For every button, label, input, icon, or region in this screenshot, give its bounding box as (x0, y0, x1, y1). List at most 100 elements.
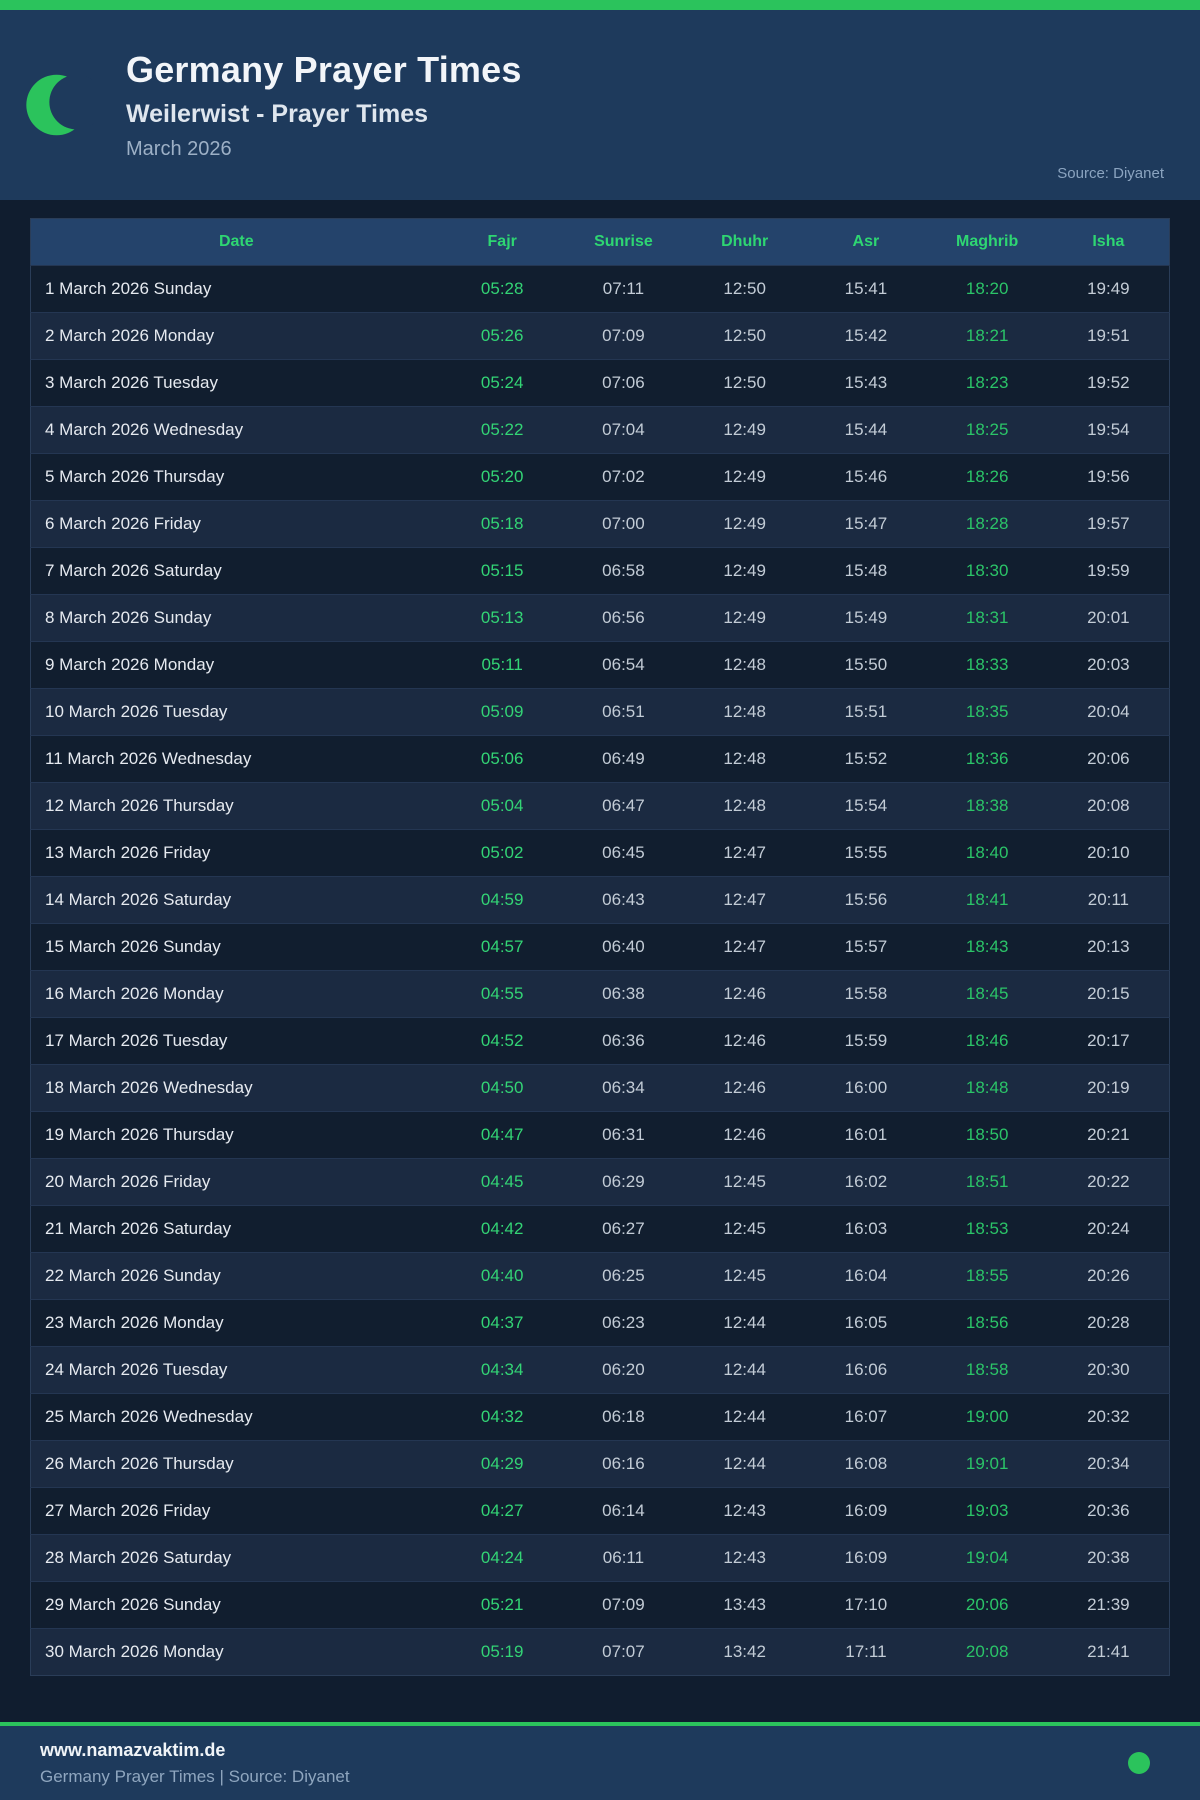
dhuhr-cell: 12:48 (723, 749, 766, 768)
table-header: Date Fajr Sunrise Dhuhr Asr Maghrib Isha (30, 218, 1170, 266)
dhuhr-cell: 12:50 (723, 326, 766, 345)
sunrise-cell: 06:51 (602, 702, 645, 721)
column-header-maghrib: Maghrib (926, 218, 1048, 266)
maghrib-cell: 18:45 (965, 984, 1009, 1003)
month-label: March 2026 (126, 138, 232, 160)
dhuhr-cell: 12:43 (723, 1548, 766, 1567)
table-row: 13 March 2026 Friday 05:02 06:45 12:47 15:55… (30, 829, 1170, 877)
table-body: 1 March 2026 Sunday 05:28 07:11 12:50 15:41 1… (30, 265, 1170, 1676)
isha-cell: 20:22 (1087, 1172, 1130, 1191)
sunrise-cell: 07:00 (602, 514, 645, 533)
isha-cell: 19:51 (1087, 326, 1130, 345)
date-cell: 1 March 2026 Sunday (45, 279, 212, 298)
table-row: 21 March 2026 Saturday 04:42 06:27 12:45 16:… (30, 1205, 1170, 1253)
dhuhr-cell: 12:49 (723, 608, 766, 627)
sunrise-cell: 06:20 (602, 1360, 645, 1379)
prayer-times-table: Date Fajr Sunrise Dhuhr Asr Maghrib Isha… (30, 218, 1170, 1676)
sunrise-cell: 06:43 (602, 890, 645, 909)
isha-cell: 19:52 (1087, 373, 1130, 392)
date-cell: 17 March 2026 Tuesday (45, 1031, 228, 1050)
isha-cell: 20:34 (1087, 1454, 1130, 1473)
fajr-cell: 04:50 (480, 1078, 524, 1097)
table-row: 27 March 2026 Friday 04:27 06:14 12:43 16:09… (30, 1487, 1170, 1535)
sunrise-cell: 07:06 (602, 373, 645, 392)
page-footer: www.namazvaktim.de Germany Prayer Times … (0, 1726, 1200, 1800)
dhuhr-cell: 12:49 (723, 514, 766, 533)
website-link[interactable]: www.namazvaktim.de (40, 1739, 226, 1760)
column-header-date: Date (30, 218, 442, 266)
isha-cell: 20:19 (1087, 1078, 1130, 1097)
asr-cell: 15:54 (844, 796, 888, 815)
date-cell: 14 March 2026 Saturday (45, 890, 232, 909)
fajr-cell: 04:57 (480, 937, 524, 956)
fajr-cell: 05:24 (480, 373, 524, 392)
table-row: 3 March 2026 Tuesday 05:24 07:06 12:50 15:43… (30, 359, 1170, 407)
maghrib-cell: 19:01 (965, 1454, 1009, 1473)
isha-cell: 20:01 (1087, 608, 1130, 627)
fajr-cell: 05:19 (480, 1642, 524, 1661)
top-accent-bar (0, 0, 1200, 10)
fajr-cell: 05:15 (480, 561, 524, 580)
isha-cell: 20:26 (1087, 1266, 1130, 1285)
fajr-cell: 04:59 (480, 890, 524, 909)
date-cell: 20 March 2026 Friday (45, 1172, 211, 1191)
column-header-fajr: Fajr (441, 218, 563, 266)
maghrib-cell: 20:06 (965, 1595, 1009, 1614)
fajr-cell: 05:26 (480, 326, 524, 345)
footer-accent-line (0, 1722, 1200, 1726)
asr-cell: 15:56 (844, 890, 888, 909)
fajr-cell: 05:06 (480, 749, 524, 768)
dhuhr-cell: 12:48 (723, 796, 766, 815)
table-row: 15 March 2026 Sunday 04:57 06:40 12:47 15:57… (30, 923, 1170, 971)
fajr-cell: 04:32 (480, 1407, 524, 1426)
date-cell: 27 March 2026 Friday (45, 1501, 211, 1520)
isha-cell: 20:13 (1087, 937, 1130, 956)
dhuhr-cell: 12:48 (723, 702, 766, 721)
dhuhr-cell: 12:50 (723, 279, 766, 298)
isha-cell: 20:36 (1087, 1501, 1130, 1520)
sunrise-cell: 07:02 (602, 467, 645, 486)
isha-cell: 19:57 (1087, 514, 1130, 533)
fajr-cell: 05:22 (480, 420, 524, 439)
isha-cell: 20:32 (1087, 1407, 1130, 1426)
maghrib-cell: 18:36 (965, 749, 1009, 768)
sunrise-cell: 06:14 (602, 1501, 645, 1520)
date-cell: 6 March 2026 Friday (45, 514, 201, 533)
fajr-cell: 04:47 (480, 1125, 524, 1144)
fajr-cell: 05:28 (480, 279, 524, 298)
asr-cell: 15:57 (844, 937, 888, 956)
maghrib-cell: 18:38 (965, 796, 1009, 815)
status-dot-icon (1128, 1752, 1150, 1774)
sunrise-cell: 07:11 (602, 279, 645, 298)
table-row: 6 March 2026 Friday 05:18 07:00 12:49 15:47 1… (30, 500, 1170, 548)
asr-cell: 16:06 (844, 1360, 888, 1379)
date-cell: 3 March 2026 Tuesday (45, 373, 218, 392)
date-cell: 4 March 2026 Wednesday (45, 420, 244, 439)
maghrib-cell: 19:04 (965, 1548, 1009, 1567)
isha-cell: 21:39 (1087, 1595, 1130, 1614)
date-cell: 24 March 2026 Tuesday (45, 1360, 228, 1379)
asr-cell: 16:04 (844, 1266, 888, 1285)
main-content: Date Fajr Sunrise Dhuhr Asr Maghrib Isha… (0, 200, 1200, 1722)
footer-text-block: www.namazvaktim.de Germany Prayer Times … (40, 1740, 350, 1787)
asr-cell: 15:44 (844, 420, 888, 439)
sunrise-cell: 06:27 (602, 1219, 645, 1238)
date-cell: 16 March 2026 Monday (45, 984, 224, 1003)
date-cell: 5 March 2026 Thursday (45, 467, 225, 486)
date-cell: 30 March 2026 Monday (45, 1642, 224, 1661)
table-row: 26 March 2026 Thursday 04:29 06:16 12:44 16:… (30, 1440, 1170, 1488)
dhuhr-cell: 12:47 (723, 890, 766, 909)
dhuhr-cell: 12:47 (723, 937, 766, 956)
maghrib-cell: 19:00 (965, 1407, 1009, 1426)
isha-cell: 19:49 (1087, 279, 1130, 298)
dhuhr-cell: 12:46 (723, 1031, 766, 1050)
asr-cell: 15:42 (844, 326, 888, 345)
dhuhr-cell: 12:45 (723, 1219, 766, 1238)
dhuhr-cell: 12:49 (723, 420, 766, 439)
maghrib-cell: 18:35 (965, 702, 1009, 721)
asr-cell: 15:41 (844, 279, 888, 298)
fajr-cell: 05:11 (481, 655, 523, 674)
isha-cell: 20:10 (1087, 843, 1130, 862)
asr-cell: 15:50 (844, 655, 888, 674)
